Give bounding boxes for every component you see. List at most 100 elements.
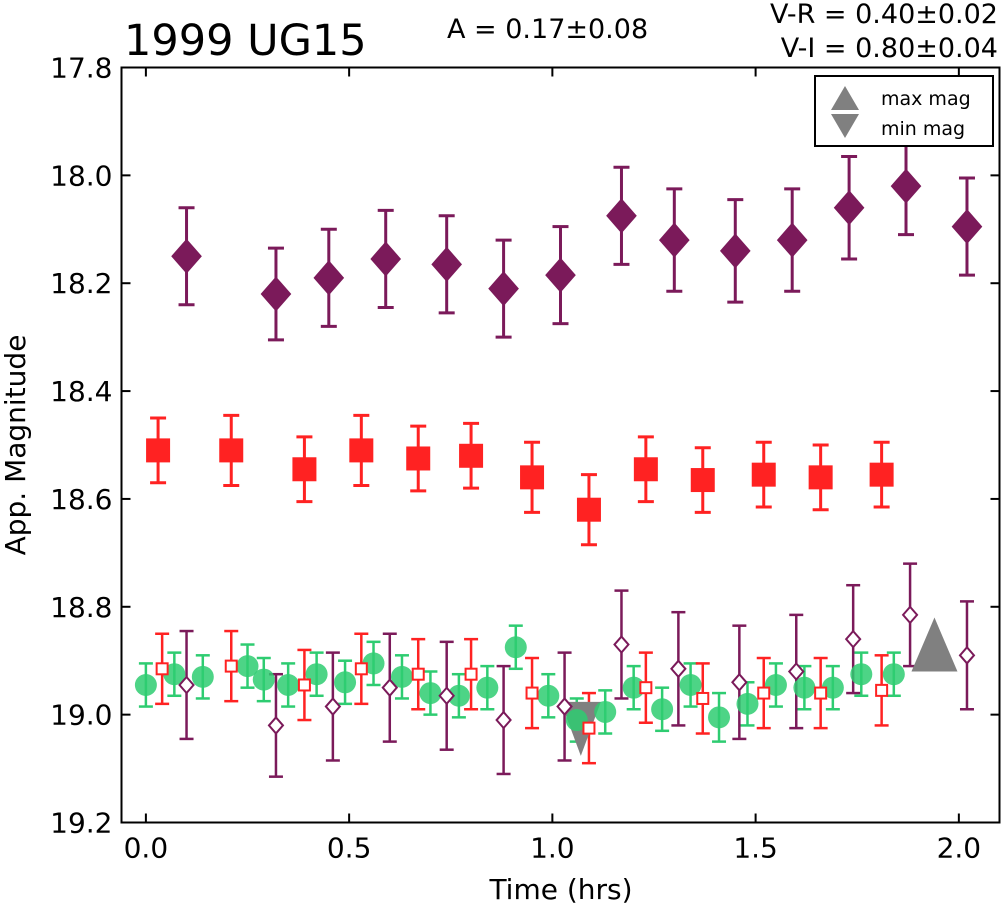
open-diamond-point [787, 661, 805, 682]
y-tick-label: 18.8 [50, 591, 112, 624]
square-point [520, 465, 545, 490]
circle-point [882, 663, 905, 686]
max-mag-marker [911, 617, 958, 672]
open-square-point [464, 667, 478, 681]
diamond-point [488, 271, 519, 307]
x-tick-label: 0.0 [124, 832, 169, 865]
y-tick-label: 17.8 [50, 52, 112, 85]
circle-point [736, 692, 759, 715]
circle-point [252, 668, 275, 691]
square-point [349, 438, 374, 463]
circle-point [191, 665, 214, 688]
circle-point [651, 698, 674, 721]
y-tick-label: 18.6 [50, 483, 112, 516]
open-square-point [525, 686, 539, 700]
diamond-point [890, 168, 922, 204]
square-point [690, 468, 715, 493]
open-diamond-point [438, 686, 456, 706]
square-point [146, 438, 171, 463]
square-point [751, 462, 776, 487]
circle-point [565, 709, 588, 732]
legend: max mag min mag [814, 75, 994, 147]
square-point [406, 446, 431, 471]
open-diamond-point [381, 678, 399, 698]
x-tick-label: 2.0 [937, 832, 982, 865]
open-square-point [814, 686, 828, 700]
open-square-point [155, 662, 169, 676]
x-tick-label: 1.0 [530, 832, 575, 865]
legend-max-mag-label: max mag [881, 88, 971, 110]
circle-point [163, 663, 186, 686]
square-point [633, 457, 658, 482]
diamond-point [260, 276, 292, 312]
square-point [808, 465, 833, 490]
circle-point [134, 673, 157, 696]
circle-point [504, 636, 527, 659]
open-square-point [582, 721, 596, 735]
open-diamond-point [613, 635, 630, 655]
open-square-point [224, 659, 238, 673]
circle-point [764, 673, 787, 696]
vr-color-annotation: V-R = 0.40±0.02 [769, 0, 998, 30]
y-tick-label: 18.0 [50, 159, 112, 192]
open-diamond-point [731, 672, 748, 692]
x-tick-label: 0.5 [327, 832, 372, 865]
diamond-point [545, 257, 576, 293]
diamond-point [370, 241, 402, 277]
open-diamond-point [844, 629, 862, 649]
open-square-point [696, 691, 710, 705]
chart-title: 1999 UG15 [124, 16, 367, 66]
circle-point [390, 665, 413, 688]
open-diamond-point [267, 715, 285, 735]
legend-min-mag-label: min mag [881, 118, 965, 140]
open-diamond-point [958, 645, 976, 665]
open-square-point [411, 667, 425, 681]
circle-point [334, 671, 357, 694]
circle-point [708, 706, 731, 729]
plot-frame [120, 66, 1001, 824]
open-square-point [875, 683, 889, 697]
square-point [459, 443, 484, 468]
y-axis-label: App. Magnitude [0, 335, 32, 556]
circle-point [277, 673, 300, 696]
circle-point [850, 663, 873, 686]
y-tick-label: 19.2 [50, 807, 112, 840]
open-diamond-point [670, 659, 687, 679]
circle-point [821, 676, 844, 699]
open-diamond-point [556, 697, 573, 717]
vi-color-annotation: V-I = 0.80±0.04 [780, 33, 998, 64]
axes: 0.0 0.5 1.0 1.5 2.0 17.8 18.0 18.2 18.4 18.6 18.8 1… [50, 52, 1000, 865]
diamond-point [951, 209, 983, 245]
circle-point [476, 676, 499, 699]
diamond-point [833, 190, 865, 226]
circle-point [236, 655, 259, 678]
circle-point [447, 684, 470, 707]
open-diamond-point [901, 605, 919, 625]
square-point [869, 462, 894, 487]
open-square-point [639, 681, 653, 695]
diamond-point [606, 198, 637, 234]
open-square-point [354, 662, 368, 676]
diamond-point [658, 222, 690, 258]
x-axis-label: Time (hrs) [488, 873, 632, 904]
open-diamond-point [324, 697, 342, 717]
diamond-point [719, 233, 751, 269]
open-diamond-point [495, 710, 512, 730]
circle-point [594, 700, 617, 723]
circle-point [537, 684, 560, 707]
y-tick-label: 19.0 [50, 699, 112, 732]
square-point [219, 438, 244, 463]
x-tick-label: 1.5 [733, 832, 778, 865]
circle-point [362, 652, 385, 675]
open-square-point [757, 686, 771, 700]
square-point [292, 457, 317, 482]
square-point [576, 497, 601, 522]
min-mag-legend-icon [831, 114, 859, 138]
y-tick-label: 18.4 [50, 375, 112, 408]
circle-point [679, 673, 702, 696]
max-mag-legend-icon [831, 86, 859, 110]
diamond-point [431, 246, 463, 282]
diamond-point [171, 238, 202, 274]
diamond-point [313, 260, 345, 296]
